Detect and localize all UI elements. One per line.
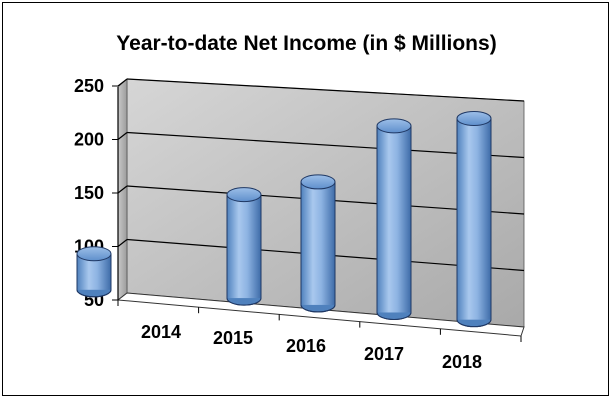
gridline-side [117, 185, 128, 194]
bar-cap [226, 187, 262, 203]
gridline-side [117, 132, 128, 140]
bar-cap [300, 174, 336, 190]
bar-body [377, 125, 411, 313]
x-tick-label: 2014 [141, 322, 181, 342]
bar-bottom-arc [300, 304, 336, 313]
bar-body [457, 118, 491, 320]
gridline-side [117, 78, 128, 87]
chart-title: Year-to-date Net Income (in $ Millions) [116, 32, 497, 55]
bar-2016 [300, 174, 336, 313]
x-tick-label: 2015 [213, 328, 253, 348]
bar-bottom-arc [76, 289, 112, 298]
bar-cap [456, 110, 492, 126]
y-tick-label: 250 [74, 76, 104, 96]
bar-bottom-arc [226, 297, 262, 306]
x-tick-label: 2018 [442, 352, 482, 372]
bar-2017 [376, 118, 412, 320]
x-tick-label: 2016 [286, 336, 326, 356]
bar-bottom-arc [376, 312, 412, 320]
bar-cap [76, 246, 112, 262]
bar-2015 [226, 187, 262, 306]
y-tick-label: 150 [74, 183, 104, 203]
x-tick-label: 2017 [364, 344, 404, 364]
bar-2014 [76, 246, 112, 298]
gridline [126, 78, 525, 102]
bar-cap [376, 118, 412, 134]
bar-2018 [456, 110, 492, 328]
y-tick-label: 200 [74, 130, 104, 150]
bar-body [227, 194, 261, 299]
gridline-side [117, 239, 128, 247]
bar-body [301, 181, 335, 305]
bar-bottom-arc [456, 319, 492, 328]
